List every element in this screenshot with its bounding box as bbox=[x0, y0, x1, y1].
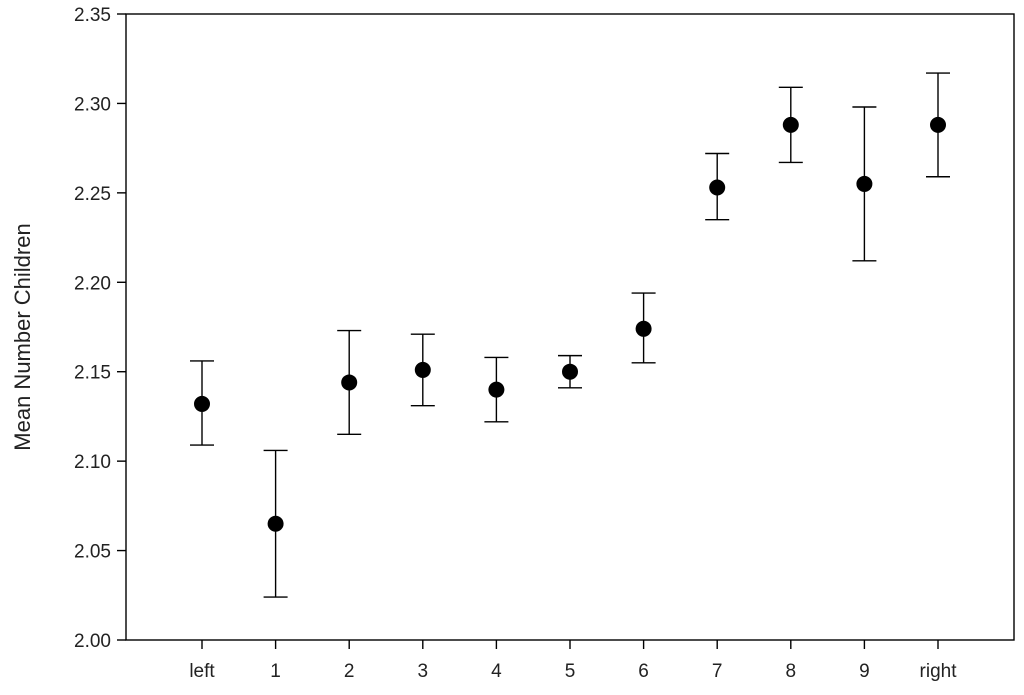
y-tick-label: 2.20 bbox=[74, 273, 111, 294]
x-tick-label: right bbox=[920, 661, 958, 682]
x-tick-label: 7 bbox=[712, 661, 723, 682]
y-tick-label: 2.30 bbox=[74, 94, 111, 115]
x-tick-label: 5 bbox=[565, 661, 576, 682]
x-tick-label: 2 bbox=[344, 661, 355, 682]
data-point bbox=[341, 374, 358, 391]
data-points bbox=[194, 116, 946, 532]
x-tick-label: 8 bbox=[786, 661, 797, 682]
data-point bbox=[856, 175, 873, 192]
y-tick-label: 2.10 bbox=[74, 452, 111, 473]
x-tick-label: 1 bbox=[270, 661, 281, 682]
x-tick-label: 4 bbox=[491, 661, 502, 682]
data-point bbox=[635, 320, 652, 337]
y-tick-label: 2.25 bbox=[74, 184, 111, 205]
x-tick-label: 6 bbox=[638, 661, 649, 682]
y-tick-label: 2.05 bbox=[74, 542, 111, 563]
y-axis-title: Mean Number Children bbox=[10, 223, 35, 450]
y-axis: 2.00 2.05 2.10 2.15 2.20 2.25 2.30 2.35 bbox=[74, 5, 126, 652]
data-point bbox=[488, 381, 505, 398]
x-axis: left 1 2 3 4 5 6 7 8 9 right bbox=[189, 640, 957, 682]
x-tick-label: 3 bbox=[418, 661, 429, 682]
x-tick-label: left bbox=[189, 661, 215, 682]
data-point bbox=[930, 116, 946, 133]
data-point bbox=[782, 116, 799, 133]
data-point bbox=[194, 395, 210, 412]
x-tick-label: 9 bbox=[859, 661, 870, 682]
data-point bbox=[562, 363, 578, 380]
y-tick-label: 2.35 bbox=[74, 5, 111, 26]
error-bars bbox=[190, 72, 950, 598]
data-point bbox=[709, 179, 726, 196]
data-point bbox=[267, 515, 284, 532]
plot-area-frame bbox=[125, 13, 1015, 641]
y-tick-label: 2.15 bbox=[74, 363, 111, 384]
y-tick-label: 2.00 bbox=[74, 631, 111, 652]
data-point bbox=[414, 361, 431, 378]
